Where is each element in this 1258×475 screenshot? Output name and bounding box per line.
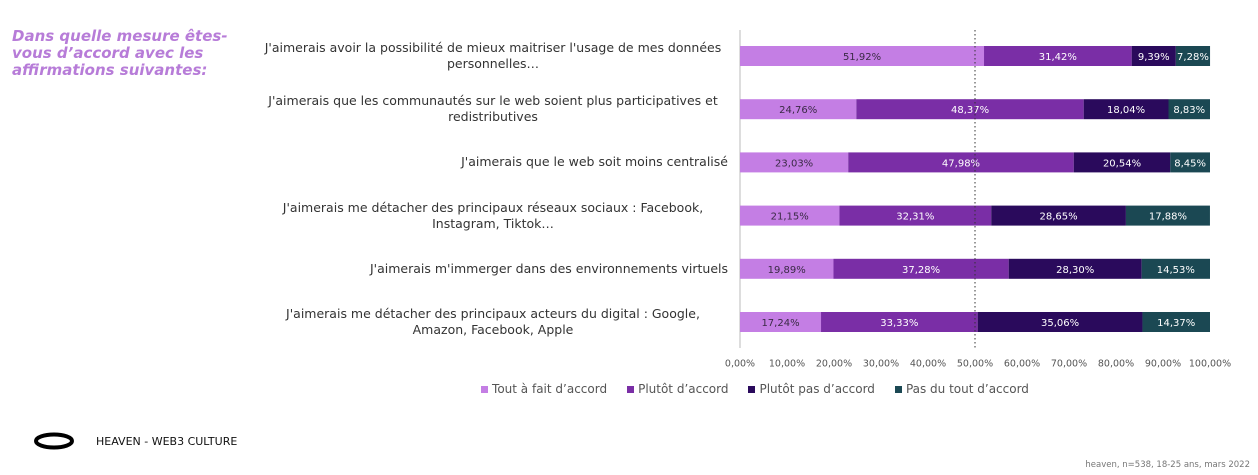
bar-segment (740, 46, 985, 66)
legend: Tout à fait d’accord Plutôt d’accord Plutô… (480, 382, 1030, 396)
category-label: J'aimerais que le web soit moins central… (461, 154, 728, 170)
bar-segment (1008, 258, 1142, 279)
bar-segment (821, 312, 978, 332)
bar-segment (740, 205, 840, 226)
x-tick-label: 90,00% (1145, 359, 1181, 370)
x-tick-label: 100,00% (1189, 359, 1231, 370)
bar-segment (740, 258, 834, 279)
value-label: 8,83% (1173, 105, 1205, 116)
category-label: J'aimerais que les communautés sur le we… (268, 93, 718, 125)
value-label: 31,42% (1039, 52, 1077, 63)
bar-segment (740, 99, 857, 120)
bar-segment (1170, 152, 1210, 173)
x-tick-label: 30,00% (863, 359, 899, 370)
value-label: 19,89% (768, 265, 806, 276)
bar-segment (839, 205, 992, 226)
value-label: 9,39% (1138, 52, 1170, 63)
bar-segment (1131, 46, 1176, 66)
bar-segment (1125, 205, 1210, 226)
value-label: 17,24% (761, 318, 799, 329)
bar-segment (984, 46, 1132, 66)
value-label: 24,76% (779, 105, 817, 116)
legend-label: Tout à fait d’accord (492, 382, 608, 396)
category-label: J'aimerais avoir la possibilité de mieux… (264, 40, 722, 71)
chart-title: Dans quelle mesure êtes-vous d’accord av… (12, 27, 228, 79)
bar-segment (1142, 312, 1210, 332)
value-label: 14,37% (1157, 318, 1195, 329)
bar-segment (1141, 258, 1210, 279)
legend-item: Pas du tout d’accord (894, 382, 1029, 396)
legend-swatch (627, 386, 635, 393)
value-label: 14,53% (1157, 265, 1195, 276)
value-label: 17,88% (1149, 212, 1187, 223)
legend-swatch (894, 386, 902, 393)
x-tick-label: 70,00% (1051, 359, 1087, 370)
category-label: J'aimerais m'immerger dans des environne… (370, 260, 728, 276)
bar-segment (833, 258, 1009, 279)
x-tick-label: 0,00% (725, 359, 755, 370)
x-tick-label: 40,00% (910, 359, 946, 370)
value-label: 48,37% (951, 105, 989, 116)
bar-segment (740, 312, 822, 332)
bar-segment (1073, 152, 1171, 173)
value-label: 21,15% (771, 212, 809, 223)
bar-segment (1175, 46, 1211, 66)
bar-segment (848, 152, 1074, 173)
category-label: J'aimerais me détacher des principaux ac… (286, 306, 700, 337)
value-label: 28,65% (1040, 212, 1078, 223)
legend-swatch (748, 386, 756, 393)
value-label: 51,92% (843, 52, 881, 63)
legend-item: Plutôt d’accord (627, 382, 728, 396)
value-label: 7,28% (1177, 52, 1209, 63)
value-label: 28,30% (1056, 265, 1094, 276)
bar-segment (977, 312, 1143, 332)
bar-segment (991, 205, 1126, 226)
x-tick-label: 10,00% (769, 359, 805, 370)
bar-segment (1083, 99, 1169, 120)
x-tick-label: 60,00% (1004, 359, 1040, 370)
legend-item: Tout à fait d’accord (481, 382, 607, 396)
x-tick-label: 80,00% (1098, 359, 1134, 370)
value-label: 33,33% (880, 318, 918, 329)
legend-label: Pas du tout d’accord (905, 382, 1029, 396)
value-label: 8,45% (1174, 158, 1206, 169)
logo (34, 432, 74, 450)
brand: HEAVEN - WEB3 CULTURE (96, 435, 238, 448)
value-label: 20,54% (1103, 158, 1141, 169)
bar-segment (740, 152, 849, 173)
value-label: 37,28% (902, 265, 940, 276)
legend-item: Plutôt pas d’accord (748, 382, 875, 396)
legend-swatch (481, 386, 489, 393)
value-label: 47,98% (942, 158, 980, 169)
value-label: 35,06% (1041, 318, 1079, 329)
legend-label: Plutôt d’accord (638, 382, 729, 396)
x-tick-label: 20,00% (816, 359, 852, 370)
value-label: 32,31% (896, 212, 934, 223)
category-label: J'aimerais me détacher des principaux ré… (282, 199, 704, 231)
bar-segment (1168, 99, 1210, 120)
legend-label: Plutôt pas d’accord (759, 382, 875, 396)
source: heaven, n=538, 18-25 ans, mars 2022 (1085, 460, 1250, 470)
value-label: 18,04% (1107, 105, 1145, 116)
value-label: 23,03% (775, 158, 813, 169)
bar-segment (856, 99, 1084, 120)
x-tick-label: 50,00% (957, 359, 993, 370)
